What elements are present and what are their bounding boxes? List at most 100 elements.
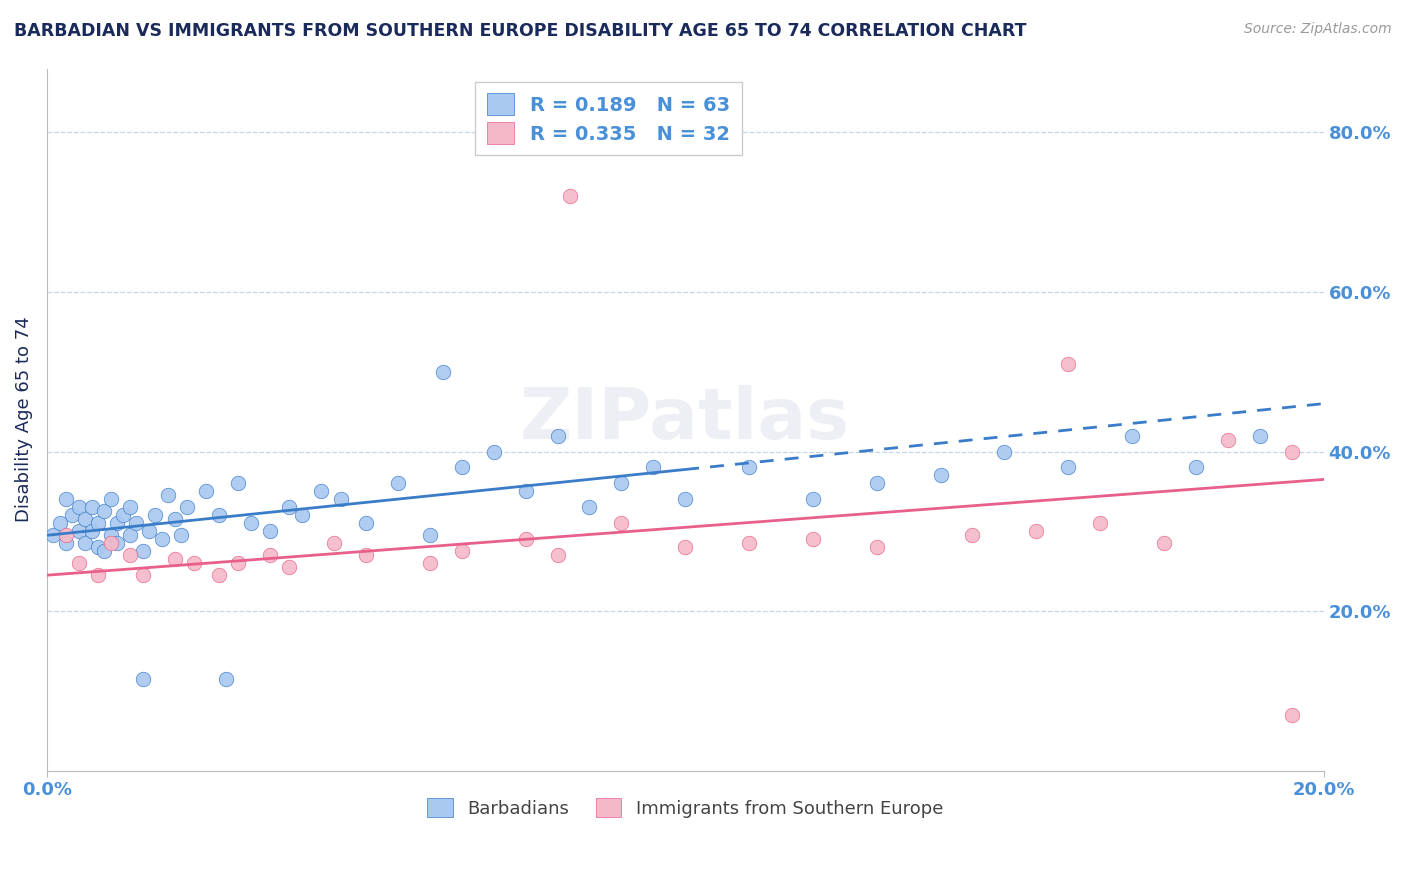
Point (1121, 428, 1143, 442)
Point (1153, 536, 1175, 550)
Point (118, 528, 141, 542)
Point (195, 484, 218, 499)
Point (1088, 516, 1111, 531)
Point (93, 504, 115, 518)
Point (643, 460, 665, 475)
Point (208, 508, 231, 523)
Point (67, 524, 90, 539)
Point (547, 428, 569, 442)
Point (163, 552, 186, 566)
Point (673, 492, 696, 507)
Point (311, 484, 333, 499)
Point (515, 484, 537, 499)
Point (1025, 524, 1047, 539)
Point (170, 528, 193, 542)
Point (105, 536, 128, 550)
Point (100, 492, 122, 507)
Point (278, 560, 301, 574)
Point (610, 476, 633, 491)
Text: ZIPatlas: ZIPatlas (520, 385, 851, 454)
Point (131, 672, 153, 686)
Point (183, 556, 205, 570)
Point (738, 460, 761, 475)
Y-axis label: Disability Age 65 to 74: Disability Age 65 to 74 (15, 317, 32, 523)
Point (62, 508, 84, 523)
Point (259, 524, 281, 539)
Point (387, 476, 409, 491)
Point (105, 516, 128, 531)
Legend: Barbadians, Immigrants from Southern Europe: Barbadians, Immigrants from Southern Eur… (420, 790, 950, 825)
Point (112, 508, 135, 523)
Point (801, 492, 824, 507)
Point (610, 516, 633, 531)
Point (100, 536, 122, 550)
Point (1249, 428, 1271, 442)
Point (42, 528, 65, 542)
Point (67, 556, 90, 570)
Point (125, 516, 148, 531)
Point (482, 444, 505, 458)
Point (75, 536, 97, 550)
Text: BARBADIAN VS IMMIGRANTS FROM SOUTHERN EUROPE DISABILITY AGE 65 TO 74 CORRELATION: BARBADIAN VS IMMIGRANTS FROM SOUTHERN EU… (14, 22, 1026, 40)
Point (515, 533, 537, 547)
Point (80, 500, 103, 515)
Point (150, 533, 173, 547)
Point (354, 516, 377, 531)
Point (75, 512, 97, 526)
Point (329, 492, 352, 507)
Point (1281, 707, 1303, 722)
Point (208, 568, 231, 582)
Point (157, 488, 180, 502)
Point (118, 548, 141, 562)
Point (1216, 433, 1239, 447)
Point (259, 548, 281, 562)
Point (450, 544, 472, 558)
Point (1057, 460, 1080, 475)
Point (432, 365, 454, 379)
Point (354, 548, 377, 562)
Point (866, 541, 889, 555)
Text: Source: ZipAtlas.com: Source: ZipAtlas.com (1244, 22, 1392, 37)
Point (163, 512, 186, 526)
Point (240, 516, 263, 531)
Point (228, 476, 250, 491)
Point (450, 460, 472, 475)
Point (87, 541, 110, 555)
Point (87, 568, 110, 582)
Point (323, 536, 346, 550)
Point (131, 544, 153, 558)
Point (48, 516, 70, 531)
Point (55, 536, 77, 550)
Point (228, 556, 250, 570)
Point (1281, 444, 1303, 458)
Point (673, 541, 696, 555)
Point (419, 528, 441, 542)
Point (578, 500, 600, 515)
Point (118, 500, 141, 515)
Point (547, 548, 569, 562)
Point (87, 516, 110, 531)
Point (993, 444, 1015, 458)
Point (291, 508, 314, 523)
Point (560, 189, 582, 203)
Point (1057, 357, 1080, 371)
Point (214, 672, 236, 686)
Point (67, 500, 90, 515)
Point (100, 528, 122, 542)
Point (131, 568, 153, 582)
Point (55, 492, 77, 507)
Point (419, 556, 441, 570)
Point (962, 528, 984, 542)
Point (55, 528, 77, 542)
Point (93, 544, 115, 558)
Point (738, 536, 761, 550)
Point (80, 524, 103, 539)
Point (278, 500, 301, 515)
Point (801, 533, 824, 547)
Point (1185, 460, 1208, 475)
Point (145, 508, 167, 523)
Point (929, 468, 952, 483)
Point (176, 500, 198, 515)
Point (866, 476, 889, 491)
Point (138, 524, 160, 539)
